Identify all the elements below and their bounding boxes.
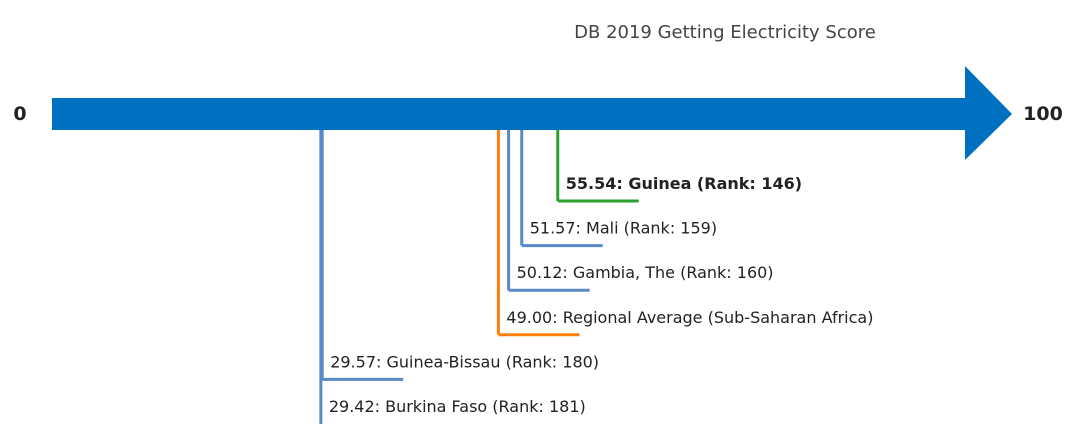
scale-arrow xyxy=(52,66,1012,160)
marker-label: 50.12: Gambia, The (Rank: 160) xyxy=(517,263,774,282)
marker-label: 55.54: Guinea (Rank: 146) xyxy=(566,174,802,193)
scale-end-label: 0 xyxy=(13,103,26,125)
scale-end-label: 100 xyxy=(1023,103,1063,125)
marker-label: 29.57: Guinea-Bissau (Rank: 180) xyxy=(330,352,599,371)
chart-title: DB 2019 Getting Electricity Score xyxy=(574,22,876,43)
marker-label: 49.00: Regional Average (Sub-Saharan Afr… xyxy=(506,308,873,327)
marker-label: 29.42: Burkina Faso (Rank: 181) xyxy=(329,397,586,416)
marker-label: 51.57: Mali (Rank: 159) xyxy=(530,219,717,238)
